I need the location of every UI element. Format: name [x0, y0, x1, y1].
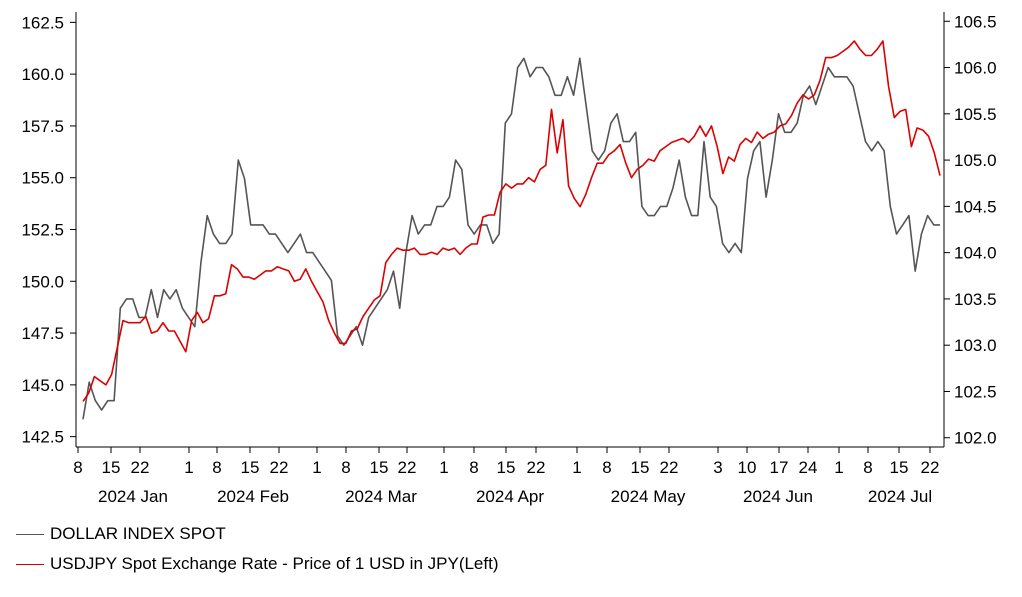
dollar-index-line [82, 57, 940, 420]
x-day-label: 22 [270, 458, 289, 477]
x-day-label: 8 [469, 458, 478, 477]
x-day-label: 17 [770, 458, 789, 477]
legend-item-usdjpy: USDJPY Spot Exchange Rate - Price of 1 U… [16, 554, 499, 574]
x-month-label: 2024 May [611, 487, 686, 506]
x-day-label: 1 [312, 458, 321, 477]
x-day-label: 8 [602, 458, 611, 477]
left-tick-label: 152.5 [21, 221, 64, 240]
x-day-label: 10 [738, 458, 757, 477]
left-tick-label: 145.0 [21, 376, 64, 395]
left-tick-label: 157.5 [21, 117, 64, 136]
right-tick-label: 103.5 [954, 290, 997, 309]
x-day-label: 15 [631, 458, 650, 477]
right-axis: 102.0 102.5 103.0 103.5 104.0 104.5 105.0 105.5… [944, 12, 997, 448]
x-day-label: 8 [212, 458, 221, 477]
legend-swatch-usdjpy [16, 563, 44, 565]
x-day-label: 8 [341, 458, 350, 477]
left-tick-label: 162.5 [21, 13, 64, 32]
x-day-label: 22 [921, 458, 940, 477]
x-day-label: 1 [834, 458, 843, 477]
right-tick-label: 102.5 [954, 382, 997, 401]
legend-label-dollar-index: DOLLAR INDEX SPOT [50, 524, 226, 543]
x-day-label: 1 [184, 458, 193, 477]
x-day-label: 15 [102, 458, 121, 477]
x-day-label: 1 [572, 458, 581, 477]
x-day-label: 22 [398, 458, 417, 477]
x-day-label: 15 [890, 458, 909, 477]
usdjpy-line [82, 40, 941, 402]
x-month-label: 2024 Feb [217, 487, 289, 506]
x-day-label: 24 [799, 458, 818, 477]
x-day-label: 22 [660, 458, 679, 477]
left-tick-label: 147.5 [21, 324, 64, 343]
left-tick-label: 160.0 [21, 65, 64, 84]
left-tick-label: 155.0 [21, 169, 64, 188]
x-day-label: 8 [863, 458, 872, 477]
x-axis: 8 15 22 1 8 15 22 1 8 15 22 1 8 15 22 1 8 15 22 3 10 17 24 1 8 15… [73, 447, 939, 506]
x-day-label: 1 [439, 458, 448, 477]
x-day-label: 15 [370, 458, 389, 477]
right-tick-label: 104.5 [954, 197, 997, 216]
right-tick-label: 106.5 [954, 12, 997, 31]
x-month-label: 2024 Jul [868, 487, 932, 506]
right-tick-label: 105.0 [954, 151, 997, 170]
x-month-label: 2024 Jun [743, 487, 813, 506]
x-day-label: 22 [131, 458, 150, 477]
legend-swatch-dollar-index [16, 533, 44, 535]
x-day-label: 3 [713, 458, 722, 477]
series-group [82, 40, 941, 420]
left-axis: 142.5 145.0 147.5 150.0 152.5 155.0 157.5 160.0… [21, 13, 76, 447]
right-tick-label: 106.0 [954, 59, 997, 78]
x-day-label: 15 [497, 458, 516, 477]
legend-label-usdjpy: USDJPY Spot Exchange Rate - Price of 1 U… [50, 554, 499, 573]
right-tick-label: 105.5 [954, 105, 997, 124]
right-tick-label: 103.0 [954, 336, 997, 355]
left-tick-label: 142.5 [21, 428, 64, 447]
x-day-label: 22 [527, 458, 546, 477]
x-month-label: 2024 Apr [476, 487, 544, 506]
right-tick-label: 104.0 [954, 244, 997, 263]
left-tick-label: 150.0 [21, 272, 64, 291]
plot-frame [75, 12, 945, 448]
x-day-label: 15 [241, 458, 260, 477]
x-month-label: 2024 Mar [345, 487, 417, 506]
right-tick-label: 102.0 [954, 429, 997, 448]
legend-item-dollar-index: DOLLAR INDEX SPOT [16, 524, 226, 544]
x-day-label: 8 [73, 458, 82, 477]
x-month-label: 2024 Jan [98, 487, 168, 506]
